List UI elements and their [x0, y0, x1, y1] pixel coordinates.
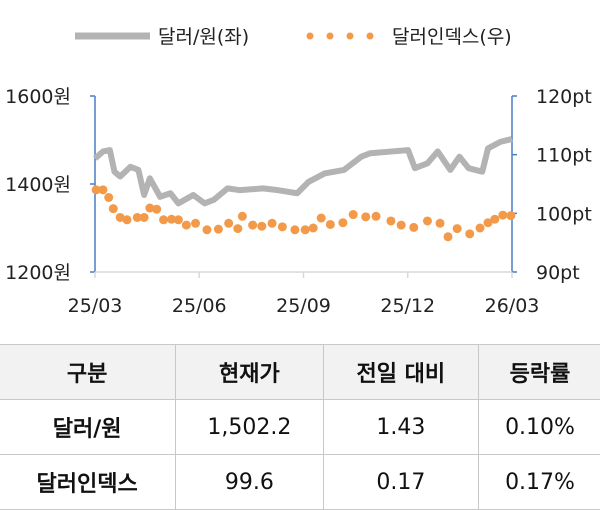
dxy-point	[443, 232, 453, 242]
dxy-point	[316, 213, 326, 223]
legend-dot	[306, 32, 314, 40]
row-label: 달러인덱스	[0, 454, 177, 510]
x-tick-label: 25/06	[172, 295, 227, 317]
dxy-point	[191, 218, 201, 228]
exchange-rate-chart: 달러/원(좌) 달러인덱스(우) 1200원 1400원 1600원 90pt 100p…	[5, 26, 592, 317]
legend-label-dxy: 달러인덱스(우)	[392, 26, 512, 48]
dxy-point	[348, 210, 358, 220]
dxy-point	[475, 223, 485, 233]
cell-rate: 0.10%	[478, 399, 600, 455]
dxy-point	[506, 211, 516, 221]
dxy-point	[213, 224, 223, 234]
dxy-point	[98, 185, 108, 195]
dxy-point	[248, 220, 258, 230]
dxy-point	[237, 211, 247, 221]
dxy-point	[173, 215, 183, 225]
dxy-point	[277, 222, 287, 232]
dxy-point	[257, 221, 267, 231]
dxy-point	[396, 220, 406, 230]
dxy-point	[290, 225, 300, 235]
dxy-point	[145, 203, 155, 213]
header-category: 구분	[0, 344, 177, 400]
table-row: 달러인덱스 99.6 0.17 0.17%	[0, 454, 600, 510]
dxy-point	[224, 218, 234, 228]
legend-dot	[346, 32, 354, 40]
legend-label-usdkrw: 달러/원(좌)	[158, 26, 249, 48]
dxy-point	[233, 224, 243, 234]
dxy-point	[122, 215, 132, 225]
dxy-point	[132, 212, 142, 222]
left-tick-label: 1600원	[5, 86, 71, 108]
dxy-point	[115, 212, 125, 222]
dxy-point	[91, 185, 101, 195]
rate-table: 구분 현재가 전일 대비 등락률 달러/원 1,502.2 1.43 0.10%…	[0, 344, 600, 510]
dxy-point	[308, 223, 318, 233]
table-row: 달러/원 1,502.2 1.43 0.10%	[0, 399, 600, 455]
dxy-point	[139, 212, 149, 222]
dxy-point	[361, 212, 371, 222]
dxy-point	[202, 225, 212, 235]
header-change: 전일 대비	[322, 344, 480, 400]
dxy-point	[338, 218, 348, 228]
dxy-point	[483, 218, 493, 228]
header-price: 현재가	[175, 344, 324, 400]
dxy-point	[300, 225, 310, 235]
left-tick-label: 1400원	[5, 174, 71, 196]
legend-dot	[326, 32, 334, 40]
dxy-point	[181, 220, 191, 230]
legend: 달러/원(좌) 달러인덱스(우)	[75, 26, 512, 48]
cell-change: 0.17	[322, 454, 480, 510]
right-tick-label: 100pt	[536, 203, 592, 225]
legend-dots-dxy	[306, 32, 374, 40]
right-tick-label: 120pt	[536, 86, 592, 108]
left-tick-label: 1200원	[5, 262, 71, 284]
dxy-point	[325, 219, 335, 229]
dxy-point	[104, 192, 114, 202]
cell-rate: 0.17%	[478, 454, 600, 510]
dxy-point	[498, 210, 508, 220]
dxy-point	[159, 215, 169, 225]
dxy-point	[167, 214, 177, 224]
dxy-point	[108, 204, 118, 214]
cell-change: 1.43	[322, 399, 480, 455]
dxy-point	[422, 216, 432, 226]
x-tick-label: 26/03	[485, 295, 540, 317]
dxy-point	[409, 222, 419, 232]
dxy-point	[267, 218, 277, 228]
dxy-point	[371, 211, 381, 221]
dxy-point	[435, 218, 445, 228]
usdkrw-line	[93, 136, 513, 207]
legend-dot	[366, 32, 374, 40]
dxy-point	[465, 229, 475, 239]
dxy-point	[452, 224, 462, 234]
row-label: 달러/원	[0, 399, 177, 455]
x-tick-label: 25/12	[380, 295, 435, 317]
dxy-point	[386, 216, 396, 226]
right-tick-label: 110pt	[536, 145, 592, 167]
cell-price: 1,502.2	[175, 399, 324, 455]
dxy-point	[490, 214, 500, 224]
table-header-row: 구분 현재가 전일 대비 등락률	[0, 344, 600, 400]
x-tick-label: 25/03	[68, 295, 123, 317]
x-tick-label: 25/09	[276, 295, 331, 317]
right-tick-label: 90pt	[536, 262, 580, 284]
header-rate: 등락률	[478, 344, 600, 400]
dxy-point	[152, 204, 162, 214]
cell-price: 99.6	[175, 454, 324, 510]
